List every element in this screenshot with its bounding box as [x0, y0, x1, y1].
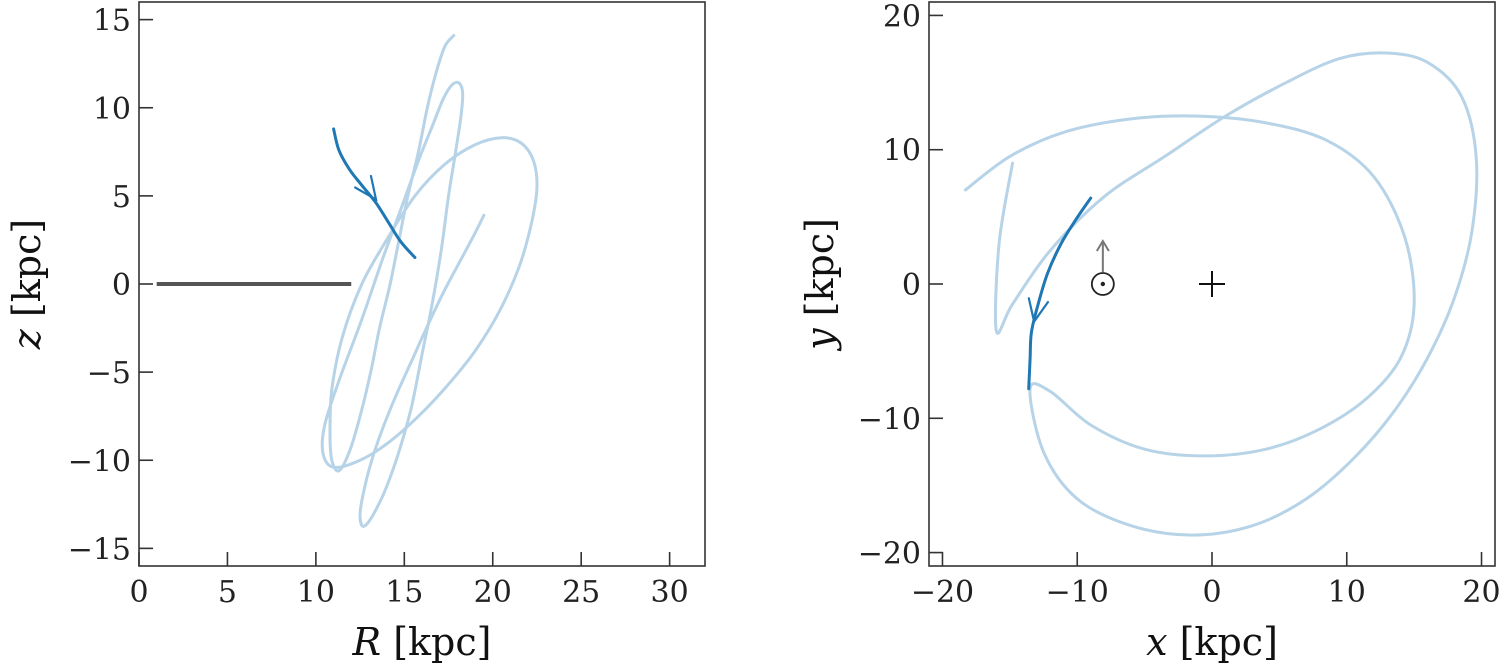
- sun-marker: [1090, 272, 1115, 296]
- face-on-x-axis-label: x [kpc]: [1146, 620, 1278, 664]
- orbit-direction-arrow: [354, 174, 378, 202]
- y-tick-label: 0: [902, 268, 921, 303]
- x-tick-label: 10: [297, 575, 335, 610]
- x-tick-label: 10: [1328, 575, 1366, 610]
- meridional-y-axis-label: z [kpc]: [5, 219, 49, 350]
- orbit-full-trajectory: [963, 51, 1479, 537]
- face-on-y-axis-label: y [kpc]: [798, 218, 842, 352]
- x-tick-label: 5: [218, 575, 237, 610]
- orbit-direction-arrow: [1027, 297, 1050, 325]
- y-tick-label: −10: [858, 402, 921, 437]
- meridional-x-axis-label: R [kpc]: [351, 620, 491, 664]
- x-tick-label: −10: [1046, 575, 1109, 610]
- face-on-panel: −20 −10 0 10 20 −20 −10 0 10 20 x [kpc] y [kpc]: [798, 0, 1500, 664]
- x-tick-label: −20: [911, 575, 974, 610]
- orbit-current-segment: [1027, 196, 1093, 391]
- orbit-current-segment: [332, 127, 417, 260]
- sun-marker-dot: [1100, 281, 1106, 287]
- y-tick-label: 15: [93, 4, 131, 39]
- meridional-plot-area: [156, 33, 539, 528]
- y-tick-label: 0: [112, 268, 131, 303]
- meridional-panel: 0 5 10 15 20 25 30 −15 −10 −5 0 5 10 15 R [kpc] z [kp…: [5, 1, 706, 664]
- y-tick-label: −20: [858, 537, 921, 572]
- y-tick-label: 20: [883, 0, 921, 34]
- x-tick-label: 25: [562, 575, 600, 610]
- sun-velocity-arrowhead: [1095, 239, 1110, 252]
- face-on-plot-area: [963, 51, 1479, 537]
- x-tick-label: 20: [1462, 575, 1500, 610]
- y-tick-label: −10: [68, 444, 131, 479]
- x-tick-label: 30: [651, 575, 689, 610]
- y-tick-label: −15: [68, 532, 131, 567]
- x-tick-label: 15: [385, 575, 423, 610]
- x-tick-label: 0: [1202, 575, 1221, 610]
- x-tick-label: 0: [129, 575, 148, 610]
- x-tick-label: 20: [474, 575, 512, 610]
- y-tick-label: −5: [87, 356, 131, 391]
- galactic-center-marker: [1199, 271, 1225, 297]
- face-on-ticks: −20 −10 0 10 20 −20 −10 0 10 20: [858, 0, 1500, 610]
- y-tick-label: 5: [112, 180, 131, 215]
- meridional-ticks: 0 5 10 15 20 25 30 −15 −10 −5 0 5 10 15: [68, 4, 689, 610]
- y-tick-label: 10: [883, 134, 921, 169]
- y-tick-label: 10: [93, 92, 131, 127]
- orbit-full-trajectory: [320, 33, 539, 528]
